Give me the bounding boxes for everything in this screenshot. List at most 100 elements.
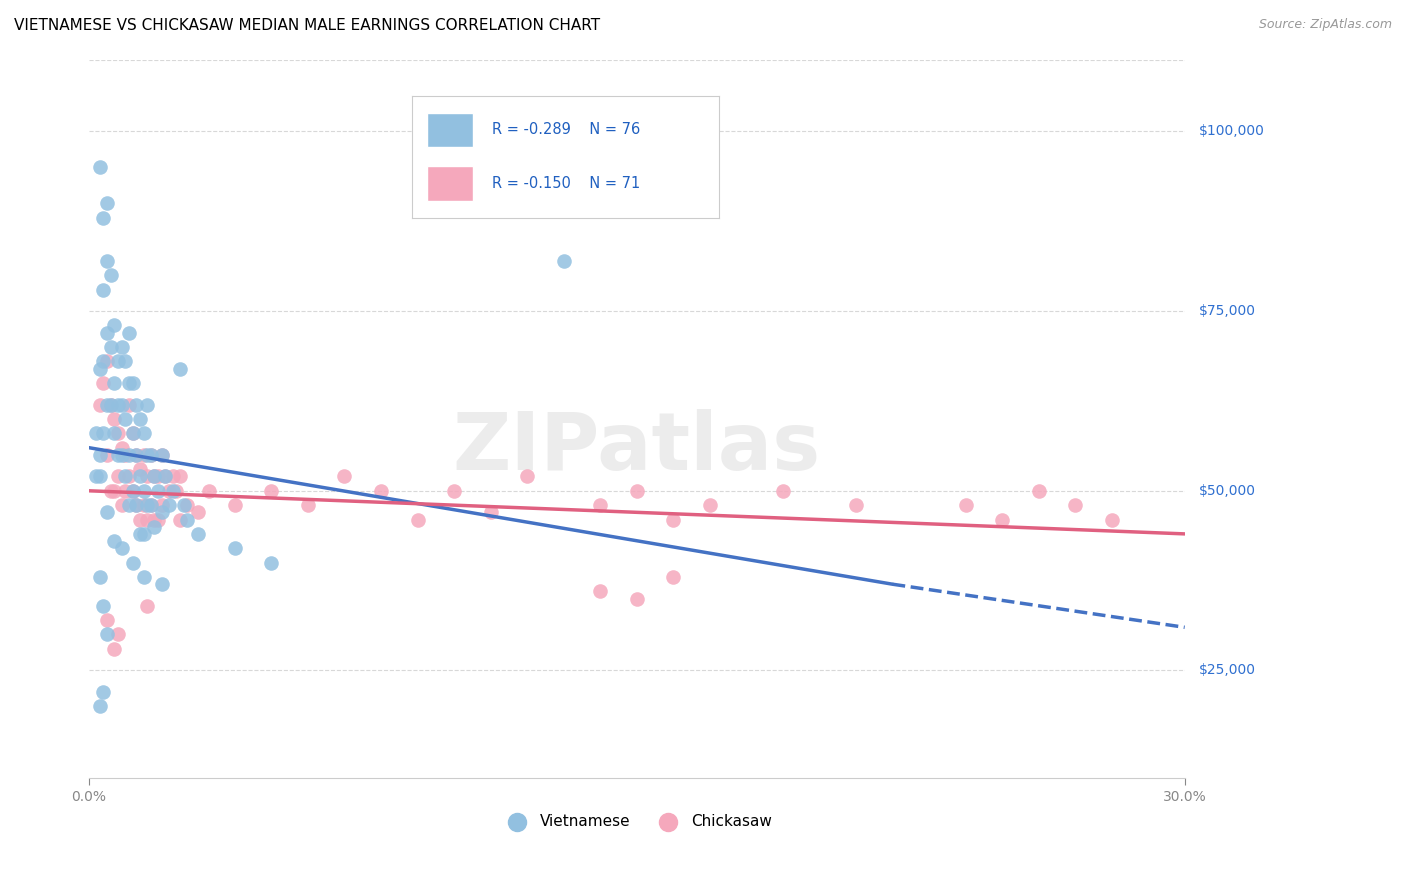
Point bbox=[955, 498, 977, 512]
Point bbox=[136, 599, 159, 613]
Point bbox=[155, 469, 177, 483]
Point bbox=[146, 483, 169, 498]
Point bbox=[110, 441, 132, 455]
Point bbox=[699, 498, 721, 512]
Point bbox=[157, 483, 180, 498]
Point bbox=[198, 483, 221, 498]
Point bbox=[136, 498, 159, 512]
Point bbox=[96, 326, 118, 340]
Point bbox=[93, 354, 115, 368]
Point bbox=[406, 512, 429, 526]
Point bbox=[260, 483, 283, 498]
Text: Source: ZipAtlas.com: Source: ZipAtlas.com bbox=[1258, 18, 1392, 31]
Point bbox=[121, 376, 143, 390]
Point bbox=[136, 448, 159, 462]
Point bbox=[626, 591, 648, 606]
Point bbox=[96, 196, 118, 211]
Point bbox=[114, 354, 136, 368]
Point bbox=[132, 448, 155, 462]
Point bbox=[772, 483, 794, 498]
Point bbox=[125, 448, 148, 462]
Point bbox=[176, 498, 198, 512]
Point bbox=[162, 483, 184, 498]
Point bbox=[125, 498, 148, 512]
Point bbox=[103, 534, 125, 549]
Point bbox=[100, 340, 122, 354]
Point bbox=[139, 498, 162, 512]
Point bbox=[150, 448, 173, 462]
Point bbox=[165, 483, 187, 498]
Text: $25,000: $25,000 bbox=[1198, 664, 1256, 677]
Point bbox=[128, 527, 150, 541]
Point bbox=[128, 462, 150, 476]
Point bbox=[93, 599, 115, 613]
Point bbox=[103, 318, 125, 333]
Point bbox=[128, 412, 150, 426]
Point bbox=[1064, 498, 1087, 512]
Point bbox=[121, 483, 143, 498]
Point bbox=[100, 268, 122, 283]
Point bbox=[662, 570, 685, 584]
Point bbox=[333, 469, 356, 483]
Point bbox=[125, 398, 148, 412]
Point bbox=[110, 448, 132, 462]
Point bbox=[132, 527, 155, 541]
Point bbox=[589, 498, 612, 512]
Point bbox=[146, 469, 169, 483]
Point bbox=[173, 498, 195, 512]
Point bbox=[110, 498, 132, 512]
Point bbox=[84, 469, 107, 483]
Point bbox=[169, 512, 191, 526]
Point bbox=[132, 426, 155, 441]
Point bbox=[162, 469, 184, 483]
Point bbox=[110, 398, 132, 412]
Point bbox=[89, 570, 111, 584]
Point bbox=[662, 512, 685, 526]
Point bbox=[118, 326, 141, 340]
Point bbox=[553, 253, 575, 268]
Point bbox=[100, 398, 122, 412]
Point bbox=[114, 483, 136, 498]
Point bbox=[516, 469, 538, 483]
Point bbox=[150, 498, 173, 512]
Point bbox=[96, 398, 118, 412]
Point bbox=[96, 253, 118, 268]
Point bbox=[118, 376, 141, 390]
Point bbox=[224, 498, 246, 512]
Point bbox=[89, 161, 111, 175]
Point bbox=[150, 577, 173, 591]
Text: VIETNAMESE VS CHICKASAW MEDIAN MALE EARNINGS CORRELATION CHART: VIETNAMESE VS CHICKASAW MEDIAN MALE EARN… bbox=[14, 18, 600, 33]
Point bbox=[128, 469, 150, 483]
Point bbox=[96, 448, 118, 462]
Point bbox=[128, 512, 150, 526]
Point bbox=[118, 448, 141, 462]
Point bbox=[139, 448, 162, 462]
Point bbox=[626, 483, 648, 498]
Point bbox=[89, 398, 111, 412]
Point bbox=[121, 426, 143, 441]
Point bbox=[136, 512, 159, 526]
Point bbox=[139, 448, 162, 462]
Point bbox=[260, 556, 283, 570]
Point bbox=[139, 498, 162, 512]
Point bbox=[100, 483, 122, 498]
Point bbox=[96, 505, 118, 519]
Legend: Vietnamese, Chickasaw: Vietnamese, Chickasaw bbox=[495, 808, 779, 835]
Point bbox=[169, 469, 191, 483]
Point bbox=[107, 448, 129, 462]
Point bbox=[150, 505, 173, 519]
Point bbox=[110, 340, 132, 354]
Point bbox=[370, 483, 392, 498]
Point bbox=[121, 426, 143, 441]
Point bbox=[150, 448, 173, 462]
Point bbox=[84, 426, 107, 441]
Point bbox=[93, 426, 115, 441]
Point bbox=[136, 398, 159, 412]
Point bbox=[89, 361, 111, 376]
Point bbox=[136, 469, 159, 483]
Point bbox=[132, 483, 155, 498]
Point bbox=[143, 469, 166, 483]
Point bbox=[157, 498, 180, 512]
Point bbox=[991, 512, 1014, 526]
Point bbox=[132, 498, 155, 512]
